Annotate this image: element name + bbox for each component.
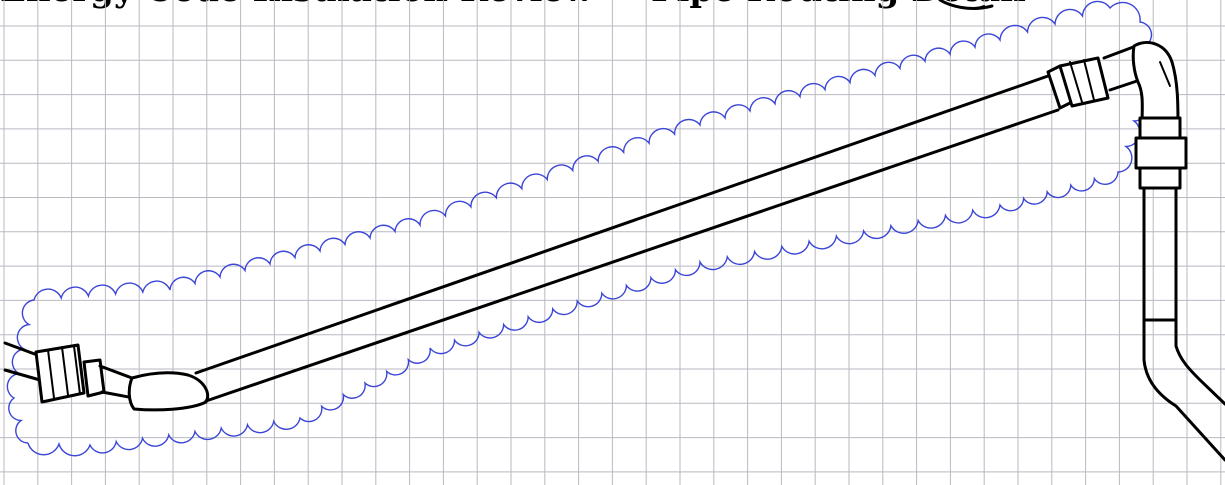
circle-symbol-icon [938,0,994,10]
elbow-bottom-right [1142,318,1225,462]
coupling-right [1046,56,1110,110]
pipe-vertical-run [1142,186,1178,327]
pipe-run-left-stub [3,341,42,382]
elbow-right [1131,41,1180,128]
revision-cloud [6,0,1158,457]
pipe-segment-right [1102,44,1142,92]
coupling-vertical [1134,116,1188,190]
pipe-run [3,41,1225,462]
pipe-main-run [194,74,1060,403]
elbow-left [127,371,210,412]
coupling-left [34,343,106,404]
